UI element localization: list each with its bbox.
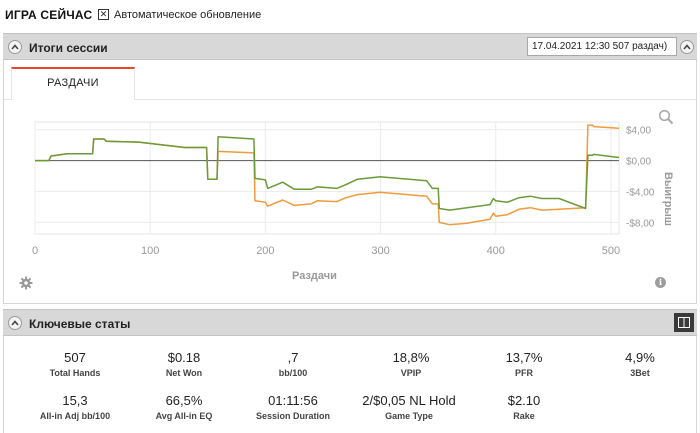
winnings-chart: 0 100 200 300 400 500 $4,00 $0,00 -$4,00 -$8,00: [32, 121, 655, 257]
chart-ticks: 0 100 200 300 400 500 $4,00 $0,00 -$4,00 -$8,00: [32, 126, 655, 257]
layout-toggle-button[interactable]: [674, 313, 694, 332]
key-stats-panel: 507 Total Hands $0.18 Net Won ,7 bb/100 …: [3, 336, 697, 433]
x-tick-label: 500: [602, 245, 620, 257]
gear-icon[interactable]: [19, 276, 33, 290]
collapse-session-button[interactable]: [8, 40, 22, 54]
key-stats-header: Ключевые статы: [3, 309, 697, 336]
auto-update-label: Автоматическое обновление: [114, 9, 262, 21]
top-bar: ИГРА СЕЙЧАС ✕ Автоматическое обновление: [0, 0, 700, 33]
chart-grid: [34, 121, 620, 235]
info-icon[interactable]: i: [655, 277, 666, 288]
stat-value: 13,7%: [505, 350, 543, 365]
x-tick-label: 200: [256, 245, 274, 257]
series-line: [35, 124, 620, 226]
stat-bb100: ,7 bb/100: [238, 350, 348, 379]
key-stats-title: Ключевые статы: [29, 317, 131, 331]
stat-3bet: 4,9% 3Bet: [585, 350, 695, 379]
stat-label: PFR: [515, 368, 533, 378]
y-tick-label: -$4,00: [626, 188, 655, 199]
stat-rake: $2.10 Rake: [469, 393, 579, 422]
collapse-stats-button[interactable]: [8, 316, 22, 330]
stat-value: 66,5%: [165, 393, 203, 408]
columns-icon: [678, 317, 690, 328]
stat-label: Total Hands: [49, 368, 101, 378]
stat-label: Avg All-in EQ: [155, 411, 213, 421]
stat-label: Game Type: [385, 411, 433, 421]
stat-label: VPIP: [400, 368, 422, 378]
y-axis-label-wrap: Выигрыш: [658, 152, 678, 252]
tab-strip: РАЗДАЧИ: [4, 60, 696, 100]
auto-update-checkbox[interactable]: ✕: [98, 9, 109, 20]
stat-value: $0.18: [167, 350, 201, 365]
y-tick-label: -$8,00: [626, 218, 655, 229]
series-line: [35, 135, 620, 211]
stat-value: 01:11:56: [268, 393, 318, 408]
session-header: Итоги сессии 17.04.2021 12:30 507 раздач…: [3, 33, 697, 60]
stat-label: Rake: [513, 411, 535, 421]
stat-value: 18,8%: [392, 350, 430, 365]
stat-total-hands: 507 Total Hands: [20, 350, 130, 379]
stat-value: 507: [64, 350, 86, 365]
tab-hands[interactable]: РАЗДАЧИ: [11, 67, 135, 100]
session-select[interactable]: 17.04.2021 12:30 507 раздач): [527, 37, 677, 56]
stat-value: 2/$0,05 NL Hold: [362, 393, 456, 408]
y-tick-label: $0,00: [626, 157, 651, 168]
stat-net-won: $0.18 Net Won: [129, 350, 239, 379]
chevron-up-icon: [683, 44, 691, 50]
stat-label: bb/100: [278, 368, 308, 378]
session-dropdown-button[interactable]: [680, 40, 694, 54]
y-axis-label: Выигрыш: [662, 172, 674, 226]
x-tick-label: 0: [32, 245, 38, 257]
x-tick-label: 400: [487, 245, 505, 257]
stat-label: 3Bet: [630, 368, 650, 378]
stat-value: 4,9%: [625, 350, 655, 365]
stat-vpip: 18,8% VPIP: [356, 350, 466, 379]
stat-allin-adj: 15,3 All-in Adj bb/100: [20, 393, 130, 422]
stat-value: ,7: [287, 350, 299, 365]
chevron-up-icon: [11, 44, 19, 50]
stat-avg-allin-eq: 66,5% Avg All-in EQ: [129, 393, 239, 422]
stat-label: Net Won: [165, 368, 203, 378]
stat-pfr: 13,7% PFR: [469, 350, 579, 379]
x-axis-label: Раздачи: [292, 270, 337, 282]
chart-lines: [35, 124, 620, 226]
y-tick-label: $4,00: [626, 126, 651, 137]
session-title: Итоги сессии: [29, 41, 108, 55]
stat-game-type: 2/$0,05 NL Hold Game Type: [356, 393, 462, 422]
stat-label: Session Duration: [255, 411, 330, 421]
x-tick-label: 100: [141, 245, 159, 257]
app-title: ИГРА СЕЙЧАС: [5, 8, 93, 22]
tab-hands-label: РАЗДАЧИ: [47, 77, 99, 89]
session-chart-panel: РАЗДАЧИ 0 100 200 300 400 500 $4,00 $0,00 -$4,00…: [3, 60, 697, 304]
stat-value: 15,3: [62, 393, 88, 408]
plot-frame: [34, 121, 620, 235]
stat-label: All-in Adj bb/100: [39, 411, 111, 421]
stat-value: $2.10: [507, 393, 541, 408]
x-tick-label: 300: [371, 245, 389, 257]
zoom-icon[interactable]: [658, 109, 674, 125]
chevron-up-icon: [11, 320, 19, 326]
stat-session-duration: 01:11:56 Session Duration: [238, 393, 348, 422]
